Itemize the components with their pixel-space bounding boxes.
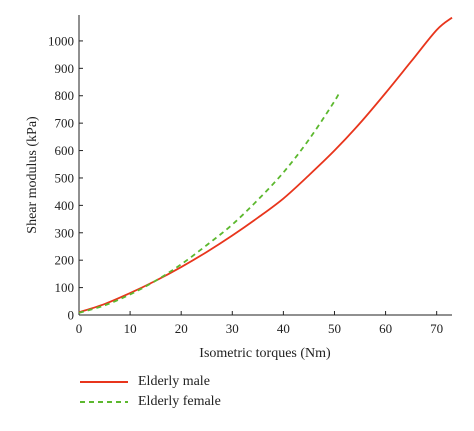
x-axis-title: Isometric torques (Nm) — [199, 346, 331, 361]
y-axis-title: Shear modulus (kPa) — [25, 116, 40, 234]
y-tick-label-300: 300 — [55, 225, 75, 240]
legend-swatch-elderly-male — [80, 381, 128, 383]
plot-area: 0 10 20 30 40 50 60 700100200300400500600700800… — [48, 15, 453, 336]
y-tick-label-900: 900 — [55, 61, 75, 76]
legend-item-elderly-female: Elderly female — [80, 392, 221, 412]
y-tick-label-200: 200 — [55, 253, 75, 268]
x-tick-label-50: 50 — [328, 321, 341, 336]
x-tick-label-60: 60 — [379, 321, 392, 336]
legend-swatch-elderly-female — [80, 401, 128, 403]
x-tick-label-0: 0 — [76, 321, 83, 336]
y-tick-label-500: 500 — [55, 170, 75, 185]
legend-item-elderly-male: Elderly male — [80, 372, 221, 392]
legend-label-elderly-male: Elderly male — [138, 374, 210, 389]
legend-label-elderly-female: Elderly female — [138, 394, 221, 409]
y-tick-label-1000: 1000 — [48, 33, 74, 48]
y-tick-label-700: 700 — [55, 116, 75, 131]
y-tick-label-800: 800 — [55, 88, 75, 103]
x-tick-label-20: 20 — [175, 321, 188, 336]
y-tick-label-600: 600 — [55, 143, 75, 158]
x-tick-label-40: 40 — [277, 321, 290, 336]
x-tick-label-70: 70 — [430, 321, 443, 336]
series-line-elderly-male — [78, 16, 453, 314]
x-tick-label-10: 10 — [124, 321, 137, 336]
y-tick-label-100: 100 — [55, 280, 75, 295]
series-line-elderly-female — [78, 91, 341, 314]
y-tick-label-400: 400 — [55, 198, 75, 213]
x-tick-label-30: 30 — [226, 321, 239, 336]
legend: Elderly male Elderly female — [80, 372, 221, 412]
y-tick-label-0: 0 — [68, 308, 75, 323]
